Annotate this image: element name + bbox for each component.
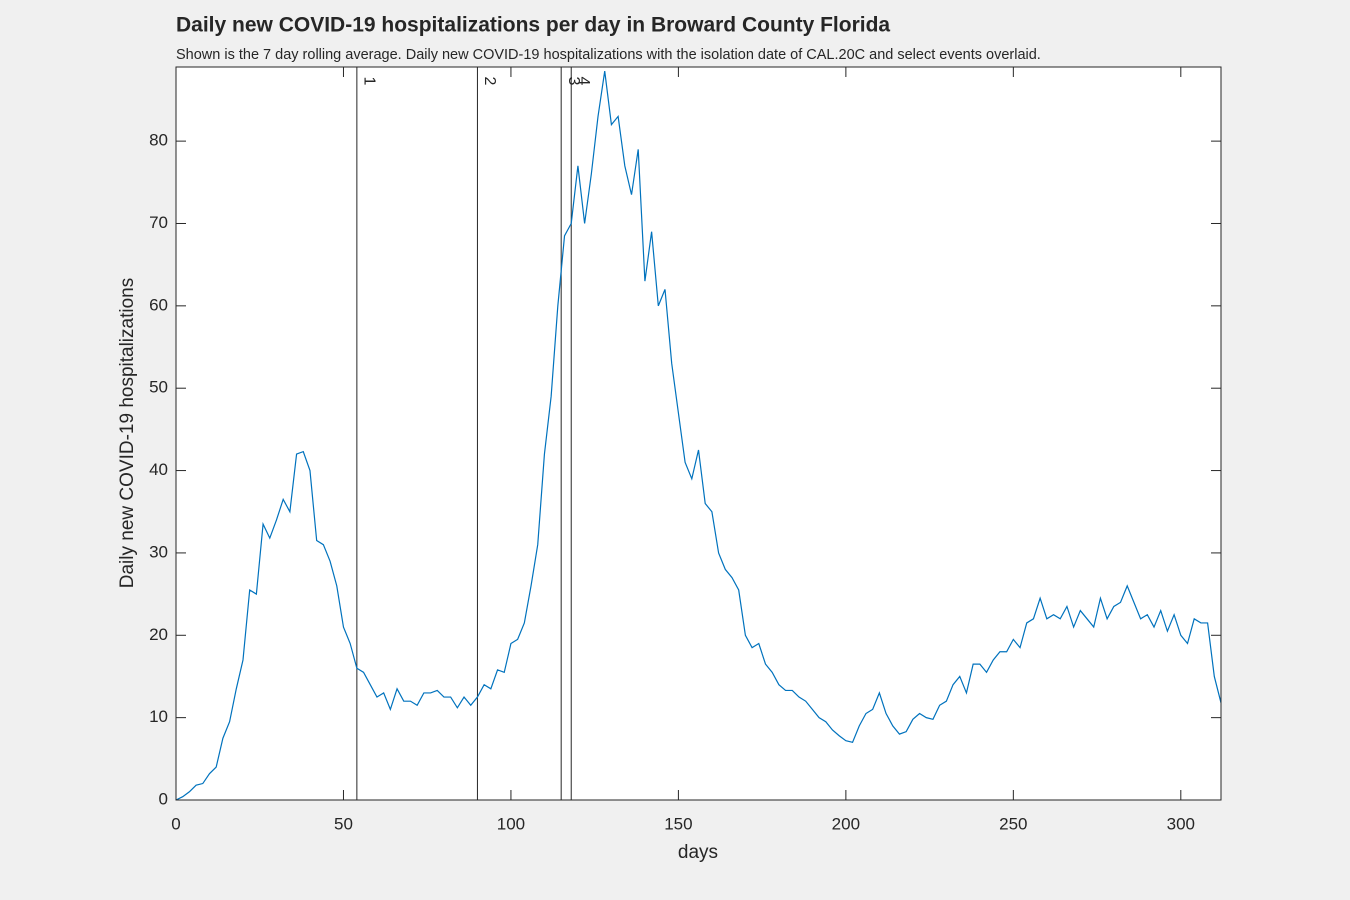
event-label: 4 [575,77,592,86]
y-tick-label: 60 [149,295,168,314]
y-tick-label: 40 [149,460,168,479]
y-tick-label: 80 [149,131,168,150]
event-label: 2 [481,77,498,86]
axes-box [175,66,1222,801]
y-tick-label: 10 [149,707,168,726]
y-tick-label: 20 [149,625,168,644]
y-tick-label: 30 [149,542,168,561]
x-tick-label: 150 [664,814,692,833]
event-label: 3 [565,77,582,86]
chart-title: Daily new COVID-19 hospitalizations per … [176,14,890,37]
event-label: 1 [361,77,378,86]
plot-area [176,67,1221,800]
chart-subtitle: Shown is the 7 day rolling average. Dail… [176,47,1041,63]
y-tick-label: 70 [149,213,168,232]
x-tick-label: 0 [171,814,180,833]
y-tick-label: 0 [159,789,168,808]
x-axis-label: days [678,842,718,863]
x-tick-label: 200 [832,814,860,833]
y-axis-label: Daily new COVID-19 hospitalizations [117,278,138,588]
x-tick-label: 50 [334,814,353,833]
data-line [175,71,1222,801]
x-tick-label: 100 [497,814,525,833]
x-tick-label: 250 [999,814,1027,833]
x-tick-label: 300 [1167,814,1195,833]
y-tick-label: 50 [149,378,168,397]
